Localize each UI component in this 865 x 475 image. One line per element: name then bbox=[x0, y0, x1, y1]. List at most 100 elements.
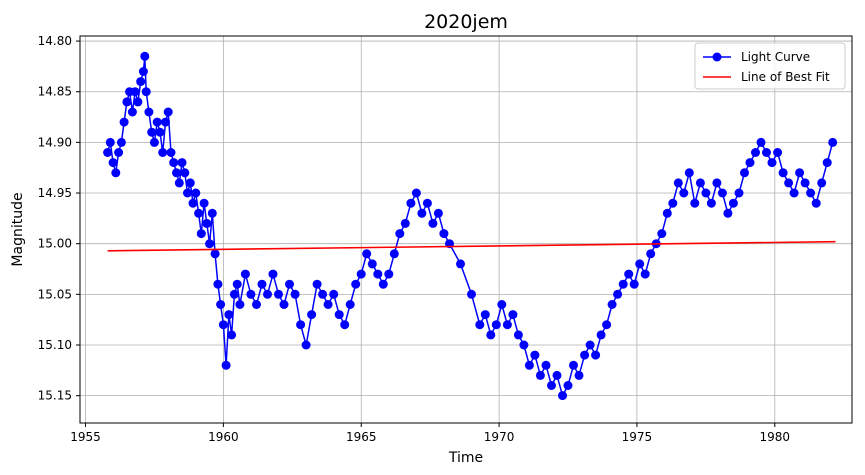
light-curve-point bbox=[629, 279, 639, 289]
light-curve-point bbox=[740, 168, 749, 178]
light-curve-point bbox=[166, 148, 176, 157]
light-curve-point bbox=[728, 198, 738, 208]
light-curve-point bbox=[695, 178, 705, 188]
light-curve-point bbox=[613, 289, 623, 299]
light-curve-point bbox=[789, 188, 799, 198]
legend-label-best-fit: Line of Best Fit bbox=[741, 70, 830, 84]
light-curve-point bbox=[497, 300, 507, 309]
y-tick-label: 15.00 bbox=[38, 237, 72, 251]
light-curve-point bbox=[351, 279, 361, 289]
light-curve-point bbox=[679, 188, 689, 198]
light-curve-point bbox=[640, 269, 650, 279]
light-curve-point bbox=[618, 279, 628, 289]
light-curve-point bbox=[232, 279, 242, 289]
light-curve-point bbox=[734, 188, 744, 198]
light-curve-point bbox=[323, 300, 333, 309]
light-curve-point bbox=[624, 269, 634, 279]
light-curve-point bbox=[172, 168, 181, 178]
light-curve-point bbox=[210, 249, 220, 259]
light-curve-point bbox=[177, 158, 187, 168]
light-curve-point bbox=[263, 289, 272, 299]
light-curve-point bbox=[279, 300, 289, 309]
light-curve-point bbox=[422, 198, 432, 208]
light-curve-point bbox=[580, 350, 590, 360]
light-curve-point bbox=[218, 320, 228, 330]
y-tick-label: 14.95 bbox=[38, 186, 72, 200]
light-curve-point bbox=[205, 239, 215, 249]
light-curve-point bbox=[607, 300, 617, 309]
light-curve-point bbox=[389, 249, 399, 259]
light-curve-point bbox=[356, 269, 366, 279]
y-tick-label: 14.80 bbox=[38, 34, 72, 48]
light-curve-point bbox=[502, 320, 512, 330]
light-curve-point bbox=[800, 178, 810, 188]
light-curve-point bbox=[174, 178, 184, 188]
light-curve-point bbox=[475, 320, 485, 330]
light-curve-point bbox=[530, 350, 540, 360]
light-curve-point bbox=[795, 168, 805, 178]
light-curve-point bbox=[384, 269, 394, 279]
light-curve-point bbox=[188, 198, 198, 208]
light-curve-point bbox=[202, 218, 212, 228]
light-curve-point bbox=[246, 289, 256, 299]
light-curve-point bbox=[723, 208, 733, 218]
light-curve-point bbox=[400, 218, 410, 228]
light-curve-point bbox=[362, 249, 372, 259]
light-curve-point bbox=[486, 330, 496, 340]
x-axis-label: Time bbox=[448, 450, 483, 466]
light-curve-point bbox=[235, 300, 245, 309]
chart-title: 2020jem bbox=[424, 11, 508, 33]
legend-marker-light-curve bbox=[712, 52, 722, 62]
light-curve-point bbox=[312, 279, 322, 289]
light-curve-point bbox=[828, 137, 838, 147]
light-curve-point bbox=[194, 208, 204, 218]
light-curve-point bbox=[144, 107, 154, 117]
light-curve-point bbox=[773, 148, 783, 157]
light-curve-point bbox=[136, 77, 146, 87]
light-curve-point bbox=[569, 360, 578, 370]
light-curve-point bbox=[480, 310, 490, 320]
light-curve-point bbox=[274, 289, 283, 299]
light-curve-point bbox=[334, 310, 344, 320]
light-curve-point bbox=[140, 51, 150, 61]
light-curve-point bbox=[712, 178, 722, 188]
light-curve-point bbox=[395, 229, 405, 239]
light-curve-point bbox=[301, 340, 311, 350]
plot-frame bbox=[79, 35, 853, 424]
light-curve-point bbox=[513, 330, 523, 340]
light-curve-point bbox=[216, 300, 226, 309]
light-curve-point bbox=[591, 350, 601, 360]
light-curve-point bbox=[635, 259, 645, 269]
light-curve-point bbox=[378, 279, 388, 289]
light-curve-point bbox=[508, 310, 518, 320]
light-curve-point bbox=[574, 370, 584, 380]
light-curve-point bbox=[690, 198, 700, 208]
x-tick-label: 1975 bbox=[622, 430, 653, 444]
best-fit-line bbox=[107, 240, 836, 252]
light-curve-point bbox=[130, 87, 140, 97]
light-curve-point bbox=[185, 178, 195, 188]
light-curve-point bbox=[524, 360, 534, 370]
light-curve-point bbox=[406, 198, 416, 208]
light-curve-point bbox=[756, 137, 766, 147]
light-curve-point bbox=[417, 208, 427, 218]
light-curve-point bbox=[191, 188, 201, 198]
light-curve-point bbox=[158, 148, 168, 157]
light-curve-point bbox=[149, 137, 159, 147]
light-curve-point bbox=[122, 97, 132, 107]
x-tick-label: 1955 bbox=[70, 430, 101, 444]
light-curve-point bbox=[585, 340, 595, 350]
light-curve-point bbox=[762, 148, 771, 157]
light-curve-point bbox=[285, 279, 294, 289]
light-curve-point bbox=[180, 168, 190, 178]
light-curve-point bbox=[207, 208, 217, 218]
light-curve-point bbox=[252, 300, 261, 309]
light-curve-point bbox=[602, 320, 612, 330]
light-curve-point bbox=[428, 218, 438, 228]
light-curve-point bbox=[717, 188, 727, 198]
light-curve-point bbox=[119, 117, 129, 127]
y-axis-label: Magnitude bbox=[10, 192, 26, 266]
light-curve-point bbox=[318, 289, 328, 299]
light-curve-point bbox=[817, 178, 827, 188]
light-curve-point bbox=[701, 188, 711, 198]
